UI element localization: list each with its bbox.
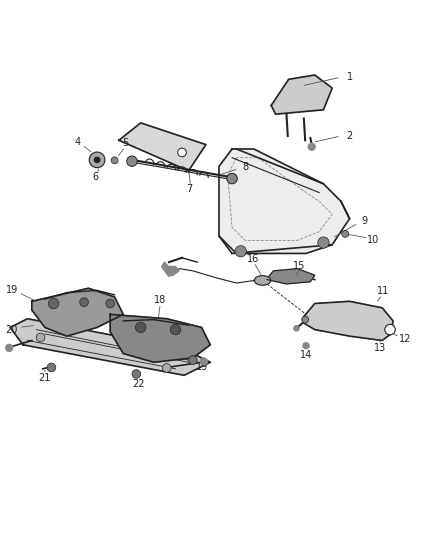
Text: 18: 18 [154, 295, 166, 305]
Text: 1: 1 [346, 72, 353, 82]
Polygon shape [32, 288, 123, 336]
Text: 15: 15 [293, 261, 306, 271]
Circle shape [47, 363, 56, 372]
Circle shape [48, 298, 59, 309]
Polygon shape [271, 75, 332, 114]
Circle shape [178, 148, 186, 157]
Polygon shape [110, 314, 210, 362]
Text: 5: 5 [122, 139, 128, 148]
Circle shape [200, 358, 207, 365]
Polygon shape [219, 149, 350, 254]
Text: 14: 14 [300, 350, 312, 360]
Polygon shape [267, 269, 315, 284]
Polygon shape [10, 319, 210, 375]
Circle shape [188, 356, 197, 365]
Circle shape [111, 157, 118, 164]
Circle shape [235, 246, 247, 257]
Text: 21: 21 [39, 373, 51, 383]
Text: 13: 13 [374, 343, 386, 353]
Circle shape [36, 333, 45, 342]
Text: 19: 19 [6, 285, 18, 295]
Text: 19: 19 [196, 362, 208, 373]
Circle shape [89, 152, 105, 168]
Circle shape [95, 157, 100, 163]
Text: 6: 6 [92, 172, 98, 182]
Text: 7: 7 [186, 184, 193, 195]
Circle shape [342, 230, 349, 237]
Circle shape [385, 325, 395, 335]
Circle shape [170, 325, 181, 335]
Circle shape [80, 298, 88, 306]
Text: 11: 11 [378, 286, 390, 296]
Circle shape [106, 299, 115, 308]
Polygon shape [162, 262, 179, 276]
Circle shape [318, 237, 329, 248]
Polygon shape [119, 123, 206, 171]
Circle shape [308, 143, 315, 150]
Text: 2: 2 [346, 131, 353, 141]
Circle shape [303, 343, 309, 349]
Polygon shape [304, 301, 393, 341]
Circle shape [302, 316, 309, 323]
Circle shape [294, 326, 299, 331]
Text: 10: 10 [367, 236, 380, 245]
Circle shape [132, 370, 141, 378]
Ellipse shape [254, 276, 271, 285]
Circle shape [135, 322, 146, 333]
Text: 20: 20 [5, 325, 17, 335]
Circle shape [162, 364, 171, 372]
Text: 12: 12 [399, 334, 411, 344]
Text: 22: 22 [132, 379, 145, 389]
Circle shape [127, 156, 137, 166]
Text: 9: 9 [362, 216, 368, 226]
Circle shape [227, 173, 237, 184]
Text: 8: 8 [242, 162, 248, 172]
Text: 4: 4 [74, 136, 81, 147]
Circle shape [6, 344, 13, 351]
Text: 16: 16 [247, 254, 259, 264]
